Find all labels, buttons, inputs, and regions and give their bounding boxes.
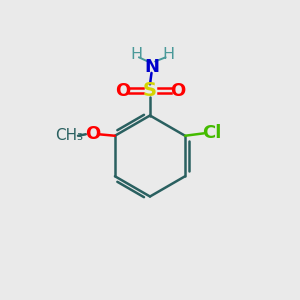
Text: CH₃: CH₃ (55, 128, 83, 143)
Text: H: H (130, 47, 142, 62)
Text: H: H (162, 47, 174, 62)
Text: S: S (143, 81, 157, 101)
Text: N: N (144, 58, 159, 76)
Text: Cl: Cl (202, 124, 222, 142)
Text: O: O (115, 82, 130, 100)
Text: O: O (170, 82, 185, 100)
Text: O: O (85, 125, 100, 143)
